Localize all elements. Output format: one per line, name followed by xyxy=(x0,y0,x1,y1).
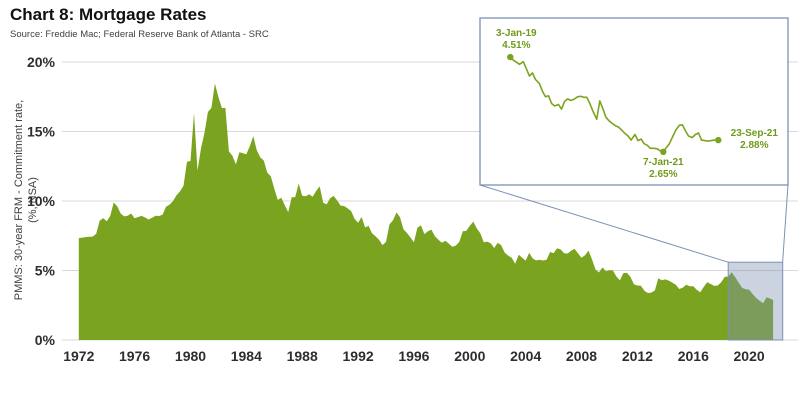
inset-panel xyxy=(479,17,789,186)
annotation-date: 7-Jan-21 xyxy=(643,157,684,168)
inset-point xyxy=(715,136,722,144)
inset-point xyxy=(660,148,667,155)
callout-line-left xyxy=(479,184,729,263)
highlight-region xyxy=(727,261,784,341)
inset-annotation: 3-Jan-194.51% xyxy=(496,28,537,51)
annotation-date: 23-Sep-21 xyxy=(731,128,779,139)
x-tick-label: 2016 xyxy=(678,348,709,364)
y-axis-labels: 0% 5% 10% 15% 20% xyxy=(27,54,56,348)
annotation-value: 2.65% xyxy=(649,169,677,180)
inset-annotation: 7-Jan-212.65% xyxy=(643,157,684,180)
x-tick-label: 1976 xyxy=(119,348,150,364)
x-tick-label: 2012 xyxy=(622,348,653,364)
x-tick-label: 1992 xyxy=(343,348,374,364)
x-tick-label: 2004 xyxy=(510,348,541,364)
x-tick-label: 1972 xyxy=(63,348,94,364)
x-tick-label: 1980 xyxy=(175,348,206,364)
x-tick-label: 2008 xyxy=(566,348,597,364)
inset-point xyxy=(507,53,514,61)
x-tick-label: 2000 xyxy=(454,348,485,364)
y-tick-label: 5% xyxy=(35,263,56,279)
annotation-date: 3-Jan-19 xyxy=(496,28,537,39)
annotation-value: 4.51% xyxy=(502,40,530,51)
y-tick-label: 10% xyxy=(27,193,56,209)
chart-title: Chart 8: Mortgage Rates xyxy=(10,5,207,24)
x-tick-label: 2020 xyxy=(734,348,765,364)
callout-line-right xyxy=(782,184,789,263)
inset-annotation: 23-Sep-212.88% xyxy=(731,128,779,151)
annotation-value: 2.88% xyxy=(740,140,768,151)
x-tick-label: 1984 xyxy=(231,348,262,364)
y-tick-label: 20% xyxy=(27,54,56,70)
inset-line xyxy=(509,56,719,153)
x-tick-label: 1996 xyxy=(398,348,429,364)
chart-source: Source: Freddie Mac; Federal Reserve Ban… xyxy=(10,29,269,40)
y-tick-label: 0% xyxy=(35,332,56,348)
y-tick-label: 15% xyxy=(27,124,56,140)
x-tick-label: 1988 xyxy=(287,348,318,364)
area-series xyxy=(78,83,774,340)
x-axis-labels: 1972 1976 1980 1984 1988 1992 1996 2000 2004 2008… xyxy=(63,348,765,364)
